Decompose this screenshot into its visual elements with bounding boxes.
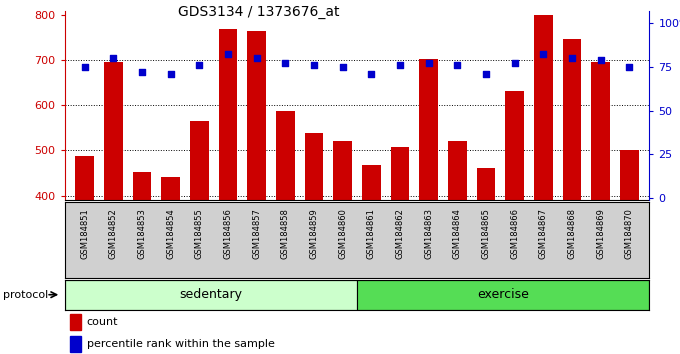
Text: GSM184862: GSM184862 (396, 208, 405, 259)
Bar (219, 29, 237, 200)
Bar (305, 133, 323, 200)
Bar (161, 177, 180, 200)
Bar (477, 169, 495, 200)
Point (423, 61, 434, 66)
Point (309, 62, 320, 68)
Bar (65, 280, 357, 310)
Bar (420, 59, 438, 200)
Point (481, 71, 492, 76)
Text: GSM184868: GSM184868 (568, 208, 577, 259)
Bar (71, 314, 81, 330)
Bar (592, 62, 610, 200)
Bar (357, 280, 649, 310)
Bar (391, 147, 409, 200)
Bar (534, 15, 553, 200)
Text: GSM184865: GSM184865 (481, 208, 490, 259)
Point (624, 64, 634, 70)
Bar (505, 91, 524, 200)
Bar (104, 62, 122, 200)
Text: GSM184856: GSM184856 (224, 208, 233, 259)
Point (280, 61, 291, 66)
Bar (71, 336, 81, 352)
Bar (333, 141, 352, 200)
Text: GSM184853: GSM184853 (137, 208, 146, 259)
Point (80, 64, 90, 70)
Text: exercise: exercise (477, 288, 529, 301)
Bar (448, 141, 466, 200)
Point (251, 55, 262, 61)
Point (566, 55, 577, 61)
Text: GSM184857: GSM184857 (252, 208, 261, 259)
Point (337, 64, 348, 70)
Bar (620, 150, 639, 200)
Text: GSM184861: GSM184861 (367, 208, 376, 259)
Text: GSM184854: GSM184854 (166, 208, 175, 259)
Point (165, 71, 176, 76)
Point (194, 62, 205, 68)
Text: GSM184851: GSM184851 (80, 208, 89, 259)
Bar (562, 39, 581, 200)
Text: GDS3134 / 1373676_at: GDS3134 / 1373676_at (177, 5, 339, 19)
Text: percentile rank within the sample: percentile rank within the sample (87, 339, 275, 349)
Point (222, 52, 233, 57)
Bar (276, 111, 294, 200)
Text: GSM184852: GSM184852 (109, 208, 118, 259)
Text: GSM184855: GSM184855 (195, 208, 204, 259)
Point (538, 52, 549, 57)
Text: GSM184859: GSM184859 (309, 208, 318, 259)
Point (108, 55, 119, 61)
Text: GSM184858: GSM184858 (281, 208, 290, 259)
Text: count: count (87, 317, 118, 327)
Point (452, 62, 463, 68)
Point (595, 57, 606, 63)
Bar (362, 165, 381, 200)
Text: GSM184860: GSM184860 (338, 208, 347, 259)
Point (137, 69, 148, 75)
Text: GSM184867: GSM184867 (539, 208, 548, 259)
Point (366, 71, 377, 76)
Text: protocol: protocol (3, 290, 49, 300)
Text: GSM184863: GSM184863 (424, 208, 433, 259)
Text: GSM184864: GSM184864 (453, 208, 462, 259)
Text: sedentary: sedentary (180, 288, 242, 301)
Bar (75, 156, 94, 200)
Point (394, 62, 405, 68)
Text: GSM184869: GSM184869 (596, 208, 605, 259)
Bar (248, 31, 266, 200)
Text: GSM184870: GSM184870 (625, 208, 634, 259)
Bar (190, 121, 209, 200)
Bar (133, 172, 152, 200)
Text: GSM184866: GSM184866 (510, 208, 519, 259)
Point (509, 61, 520, 66)
